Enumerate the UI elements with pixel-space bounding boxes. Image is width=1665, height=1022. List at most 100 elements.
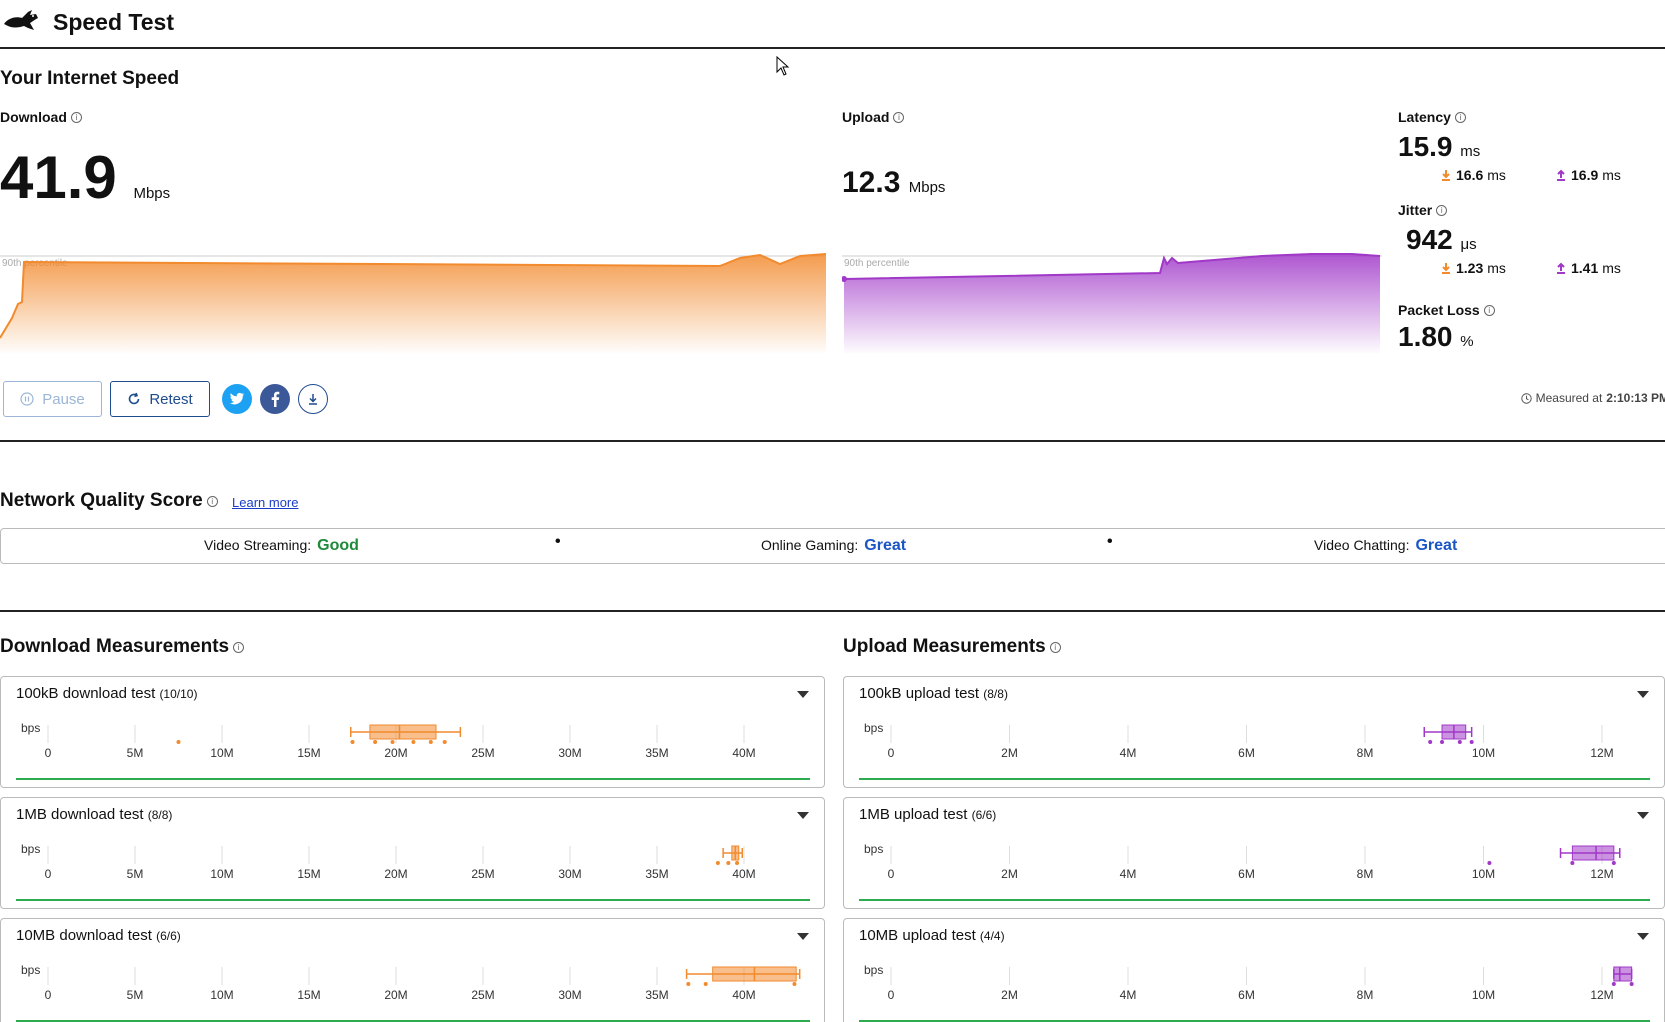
measurement-title: 1MB upload test (6/6) [859,806,996,823]
data-point [1469,740,1474,744]
chevron-down-icon[interactable] [1637,691,1649,698]
axis-tick-label: 10M [210,746,233,760]
axis-tick-label: 30M [558,988,581,1002]
measurement-card[interactable]: 0 2M 4M 6M 8M 10M 12M 1MB upload test (6/6) bps [843,797,1665,909]
pause-icon [20,392,34,406]
chevron-down-icon[interactable] [797,691,809,698]
chevron-down-icon[interactable] [1637,812,1649,819]
box-plot: 0 2M 4M 6M 8M 10M 12M [859,845,1650,901]
mouse-cursor-icon [776,56,790,76]
jitter-download-unit: ms [1487,260,1506,276]
retest-button-label: Retest [149,390,193,408]
download-results-button[interactable] [298,384,328,414]
chevron-down-icon[interactable] [797,933,809,940]
retest-button[interactable]: Retest [110,381,210,417]
info-icon[interactable]: i [1483,304,1495,316]
axis-tick-label: 0 [888,746,895,760]
facebook-share-button[interactable] [260,384,290,414]
nqs-value: Great [864,537,907,554]
measurement-card[interactable]: 0 5M 10M 15M 20M 25M 30M 35M 40M 10MB download te… [0,918,825,1022]
axis-tick-label: 0 [45,746,52,760]
axis-tick-label: 2M [1001,746,1018,760]
measured-at: Measured at 2:10:13 PM [1520,391,1665,405]
axis-tick-label: 35M [645,746,668,760]
axis-unit-label: bps [21,842,41,856]
axis-tick-label: 2M [1001,988,1018,1002]
measurement-card[interactable]: 0 5M 10M 15M 20M 25M 30M 35M 40M 100kB download t… [0,676,825,788]
chevron-down-icon[interactable] [797,812,809,819]
info-icon[interactable]: i [893,111,905,123]
axis-tick-label: 25M [471,867,494,881]
jitter-label-text: Jitter [1398,202,1433,218]
box-iqr[interactable] [369,724,437,740]
measurement-title: 100kB download test (10/10) [16,685,197,702]
axis-unit-label: bps [864,842,884,856]
data-point [1440,740,1445,744]
measurement-card[interactable]: 0 5M 10M 15M 20M 25M 30M 35M 40M 1MB download tes… [0,797,825,909]
data-point [1570,861,1575,865]
info-icon[interactable]: i [70,111,82,123]
box-plot: 0 2M 4M 6M 8M 10M 12M [859,966,1650,1022]
jitter-download-value: 1.23 [1456,260,1484,276]
axis-unit-label: bps [864,963,884,977]
upload-speed: 12.3 [842,166,901,199]
latency-label-text: Latency [1398,109,1451,125]
network-quality-title: Network Quality Score i [0,490,218,512]
online-gaming-score: Online Gaming: Great [761,537,906,555]
test-name: 100kB download test [16,685,160,702]
test-count: (8/8) [983,687,1008,701]
latency-label: Latency i [1398,109,1466,125]
download-icon [309,394,317,405]
jitter-download: 1.23 ms [1440,260,1506,276]
axis-unit-label: bps [21,963,41,977]
measurement-card[interactable]: 0 2M 4M 6M 8M 10M 12M 100kB upload test (8/8) bp… [843,676,1665,788]
nqs-label: Video Streaming: [204,537,312,553]
download-speed: 41.9 [0,144,117,211]
box-iqr[interactable] [1613,966,1633,982]
twitter-share-button[interactable] [222,384,252,414]
axis-tick-label: 30M [558,746,581,760]
axis-tick-label: 30M [558,867,581,881]
test-name: 1MB upload test [859,806,972,823]
data-point [390,740,395,744]
axis-tick-label: 6M [1238,867,1255,881]
axis-tick-label: 20M [384,867,407,881]
upload-area [844,254,1380,353]
download-measurements-title: Download Measurements i [0,636,245,658]
measurement-card[interactable]: 0 2M 4M 6M 8M 10M 12M 10MB upload test (4/4) bps [843,918,1665,1022]
box-plot: 0 5M 10M 15M 20M 25M 30M 35M 40M [16,845,810,901]
info-icon[interactable]: i [1454,111,1466,123]
download-label: Download i [0,109,82,125]
latency-upload-value: 16.9 [1571,167,1599,183]
box-iqr[interactable] [1571,845,1615,861]
axis-tick-label: 35M [645,867,668,881]
refresh-icon [129,392,140,405]
info-icon[interactable]: i [233,641,245,653]
info-icon[interactable]: i [206,495,218,507]
axis-unit-label: bps [864,721,884,735]
nqs-label: Video Chatting: [1314,537,1410,553]
section-divider [0,440,1665,442]
axis-tick-label: 40M [732,867,755,881]
pause-button[interactable]: Pause [3,381,102,417]
axis-tick-label: 25M [471,746,494,760]
latency-unit: ms [1460,143,1481,160]
axis-tick-label: 0 [45,988,52,1002]
clock-icon [1520,392,1532,404]
axis-tick-label: 15M [297,746,320,760]
chevron-down-icon[interactable] [1637,933,1649,940]
data-point [726,861,731,865]
twitter-icon [230,392,244,405]
upload-arrow-icon [1557,262,1565,274]
data-point [1611,861,1616,865]
learn-more-link[interactable]: Learn more [232,495,299,510]
info-icon[interactable]: i [1049,641,1061,653]
test-count: (6/6) [971,808,997,822]
latency-number: 15.9 [1398,131,1453,162]
info-icon[interactable]: i [1436,204,1448,216]
network-quality-bar: Video Streaming: Good • Online Gaming: G… [0,528,1665,564]
download-arrow-icon [1442,263,1450,274]
upload-speed-chart: 90th percentile [842,253,1382,353]
latency-download-value: 16.6 [1456,167,1484,183]
axis-tick-label: 6M [1238,746,1255,760]
